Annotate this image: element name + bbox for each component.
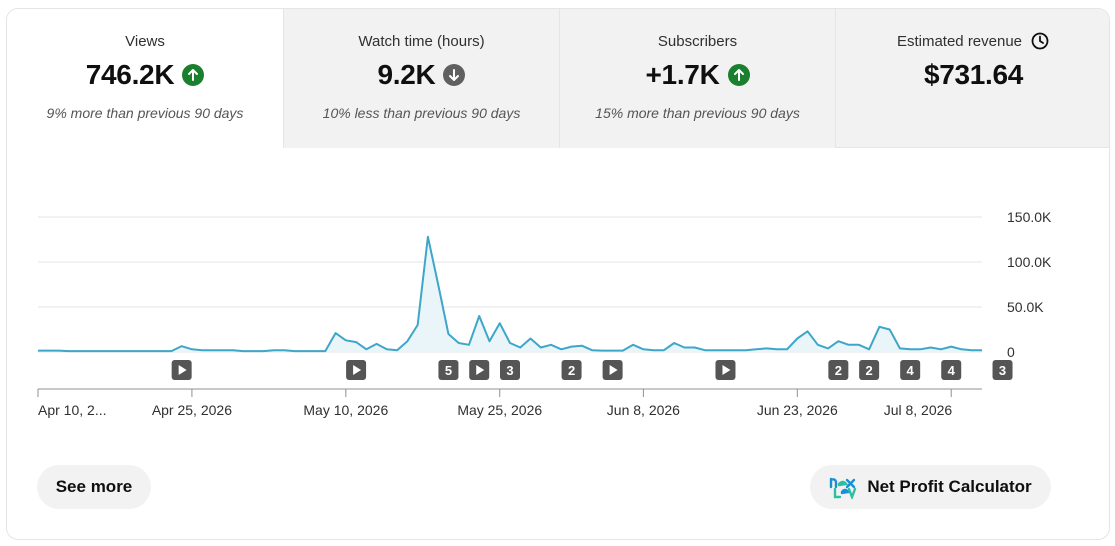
tab-value-row: 9.2K bbox=[284, 59, 559, 91]
video-marker-count: 2 bbox=[866, 363, 873, 378]
video-marker bbox=[500, 360, 520, 380]
video-marker-count: 2 bbox=[835, 363, 842, 378]
video-marker-count: 4 bbox=[948, 363, 956, 378]
tab-subtitle: 10% less than previous 90 days bbox=[322, 105, 521, 121]
nexlev-logo-icon bbox=[829, 475, 857, 501]
video-marker-count: 3 bbox=[999, 363, 1006, 378]
play-icon bbox=[476, 365, 485, 375]
play-icon bbox=[722, 365, 731, 375]
x-tick-label: Jun 23, 2026 bbox=[757, 402, 838, 418]
y-tick-label: 150.0K bbox=[1007, 209, 1052, 225]
tab-subscribers[interactable]: Subscribers +1.7K 15% more than previous… bbox=[559, 9, 835, 148]
video-marker bbox=[900, 360, 921, 380]
video-marker bbox=[561, 360, 582, 380]
x-tick-label: Jun 8, 2026 bbox=[607, 402, 680, 418]
x-tick-label: May 25, 2026 bbox=[457, 402, 542, 418]
play-icon bbox=[353, 365, 362, 375]
tab-title-row: Estimated revenue bbox=[836, 31, 1109, 51]
video-marker bbox=[438, 360, 459, 380]
video-marker bbox=[941, 360, 962, 380]
metric-tabs: Views 746.2K 9% more than previous 90 da… bbox=[7, 9, 1109, 148]
video-marker bbox=[859, 360, 880, 380]
play-icon bbox=[178, 365, 187, 375]
tab-title: Subscribers bbox=[657, 32, 738, 50]
see-more-button[interactable]: See more bbox=[37, 465, 151, 509]
analytics-card: Views 746.2K 9% more than previous 90 da… bbox=[6, 8, 1110, 540]
tab-views[interactable]: Views 746.2K 9% more than previous 90 da… bbox=[7, 9, 283, 148]
video-marker bbox=[828, 360, 849, 380]
tab-value: 746.2K bbox=[85, 59, 175, 90]
tab-title: Estimated revenue bbox=[896, 32, 1023, 50]
tab-value: $731.64 bbox=[923, 59, 1024, 90]
chart-svg: 150.0K 100.0K 50.0K 0 5 3 2 2 2 4 4 3 Apr 10, 2... Ap… bbox=[37, 209, 1052, 418]
y-tick-label: 0 bbox=[1007, 344, 1015, 360]
video-marker-count: 5 bbox=[445, 363, 452, 378]
x-tick-label: May 10, 2026 bbox=[303, 402, 388, 418]
views-line bbox=[38, 235, 982, 353]
tab-subtitle: 9% more than previous 90 days bbox=[46, 105, 244, 121]
clock-icon bbox=[1030, 31, 1050, 51]
tab-value-row: +1.7K bbox=[560, 59, 835, 91]
y-tick-label: 50.0K bbox=[1007, 299, 1044, 315]
area-fill bbox=[38, 236, 982, 352]
arrow-down-icon bbox=[443, 64, 466, 86]
video-marker-count: 4 bbox=[907, 363, 915, 378]
tab-value-row: $731.64 bbox=[836, 59, 1109, 91]
arrow-up-icon bbox=[727, 64, 750, 86]
x-tick-label: Apr 10, 2... bbox=[38, 402, 106, 418]
tab-title: Watch time (hours) bbox=[358, 32, 485, 50]
x-tick-label: Apr 25, 2026 bbox=[152, 402, 232, 418]
arrow-up-icon bbox=[182, 64, 205, 86]
video-marker bbox=[992, 360, 1013, 380]
tab-watch-time[interactable]: Watch time (hours) 9.2K 10% less than pr… bbox=[283, 9, 559, 148]
tab-subtitle: 15% more than previous 90 days bbox=[595, 105, 800, 121]
views-chart: 150.0K 100.0K 50.0K 0 5 3 2 2 2 4 4 3 Apr 10, 2... Ap… bbox=[7, 148, 1109, 448]
video-marker-count: 2 bbox=[568, 363, 575, 378]
tab-value: +1.7K bbox=[645, 59, 720, 90]
play-icon bbox=[609, 365, 618, 375]
tab-estimated-revenue[interactable]: Estimated revenue $731.64 bbox=[835, 9, 1109, 148]
x-tick-label: Jul 8, 2026 bbox=[884, 402, 953, 418]
tab-value-row: 746.2K bbox=[7, 59, 283, 91]
tab-value: 9.2K bbox=[377, 59, 436, 90]
net-profit-calculator-label: Net Profit Calculator bbox=[867, 477, 1032, 496]
y-tick-label: 100.0K bbox=[1007, 254, 1052, 270]
net-profit-calculator-button[interactable]: Net Profit Calculator bbox=[810, 465, 1051, 509]
video-marker-count: 3 bbox=[506, 363, 513, 378]
tab-title: Views bbox=[125, 32, 165, 50]
